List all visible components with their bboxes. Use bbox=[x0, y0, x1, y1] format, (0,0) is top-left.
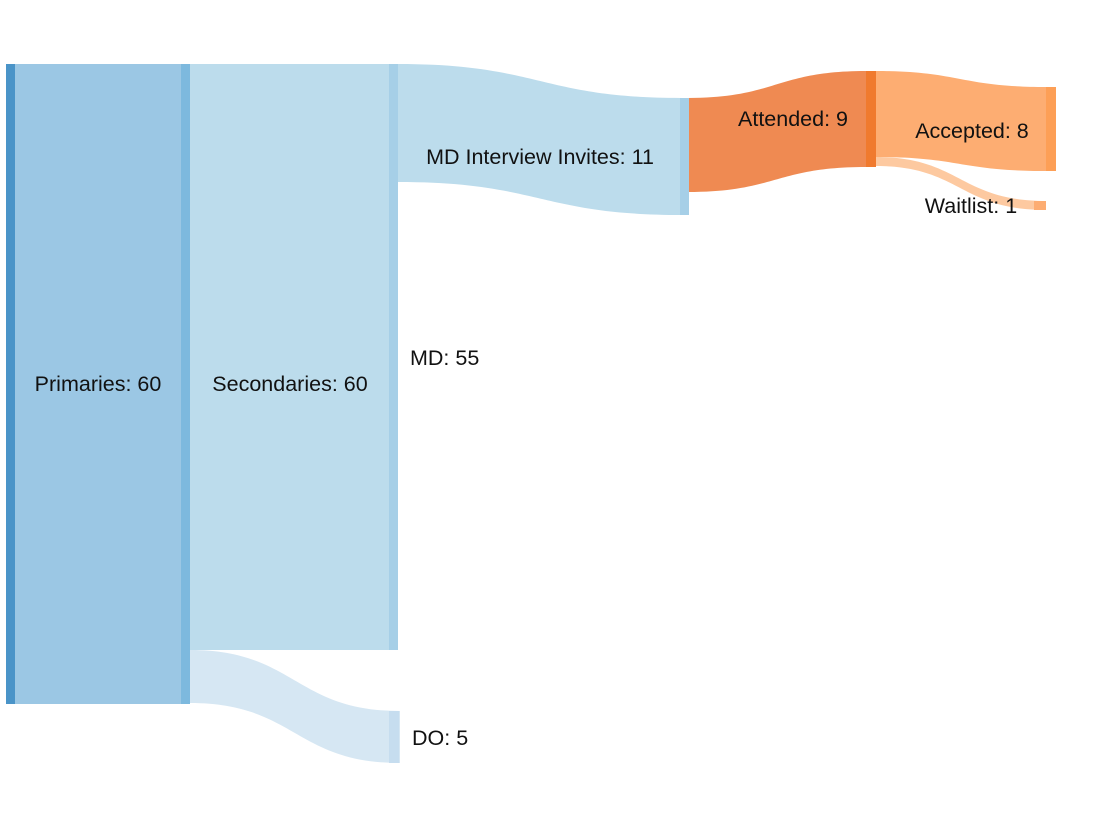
link-secondaries-md-interview[interactable] bbox=[398, 64, 682, 215]
label-do: DO: 5 bbox=[412, 726, 468, 750]
node-md-interview[interactable] bbox=[680, 98, 689, 215]
node-primaries-edge-right bbox=[181, 64, 190, 704]
link-md-interview-attended[interactable] bbox=[688, 71, 866, 192]
label-waitlist: Waitlist: 1 bbox=[925, 194, 1017, 218]
label-secondaries: Secondaries: 60 bbox=[212, 372, 367, 396]
label-accepted: Accepted: 8 bbox=[915, 119, 1029, 143]
label-md: MD: 55 bbox=[410, 346, 479, 370]
link-primaries-secondaries[interactable] bbox=[190, 64, 390, 650]
node-do[interactable] bbox=[389, 711, 399, 763]
node-primaries-edge-left bbox=[6, 64, 15, 704]
label-primaries: Primaries: 60 bbox=[35, 372, 162, 396]
labels: Primaries: 60 Secondaries: 60 MD Intervi… bbox=[35, 107, 1029, 750]
node-primaries-fill[interactable] bbox=[6, 64, 190, 704]
links bbox=[190, 64, 1046, 763]
node-attended[interactable] bbox=[866, 71, 876, 167]
link-attended-accepted[interactable] bbox=[876, 71, 1046, 171]
node-waitlist[interactable] bbox=[1034, 201, 1046, 210]
link-primaries-do[interactable] bbox=[190, 650, 400, 763]
nodes bbox=[6, 64, 1056, 763]
label-attended: Attended: 9 bbox=[738, 107, 848, 131]
label-md-interview: MD Interview Invites: 11 bbox=[426, 145, 654, 169]
link-attended-waitlist[interactable] bbox=[876, 157, 1046, 210]
node-accepted[interactable] bbox=[1046, 87, 1056, 171]
node-secondaries-edge bbox=[389, 64, 398, 650]
